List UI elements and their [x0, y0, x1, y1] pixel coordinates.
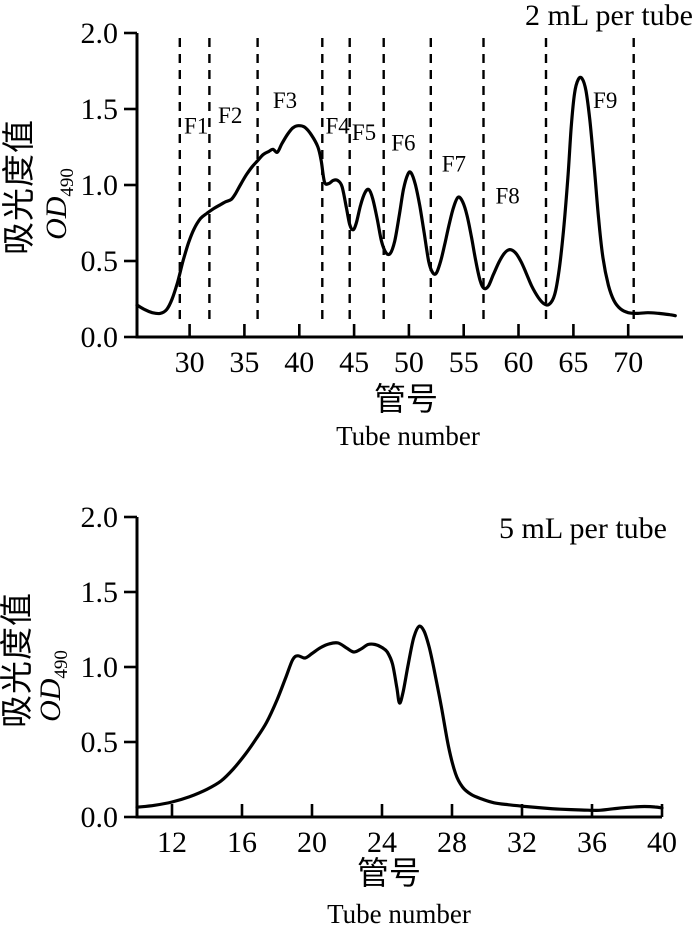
y-axis-tick-label: 2.0 — [81, 17, 119, 50]
top-chart-y-axis-label-cn: 吸光度值 — [2, 119, 38, 255]
x-axis-tick-label: 40 — [647, 826, 677, 859]
y-axis-tick-label: 0.5 — [81, 726, 119, 759]
od-wavelength-subscript: 490 — [57, 168, 78, 197]
od-symbol: OD — [40, 196, 73, 240]
x-axis-tick-label: 24 — [367, 826, 397, 859]
x-axis-tick-label: 55 — [449, 346, 479, 379]
bottom-chart-x-axis-label-en: Tube number — [327, 899, 471, 929]
y-axis-tick-label: 1.5 — [81, 576, 119, 609]
x-axis-tick-label: 70 — [613, 346, 643, 379]
top-chart-title: 2 mL per tube — [524, 0, 693, 32]
fraction-label-f7: F7 — [442, 152, 466, 177]
fraction-label-f6: F6 — [391, 130, 415, 155]
x-axis-tick-label: 32 — [507, 826, 537, 859]
x-axis-tick-label: 16 — [227, 826, 257, 859]
fraction-label-f8: F8 — [495, 184, 519, 209]
bottom-chart-x-axis-label-cn: 管号 — [356, 855, 421, 891]
fraction-label-f1: F1 — [184, 114, 208, 139]
y-axis-tick-label: 0.5 — [81, 245, 119, 278]
x-axis-tick-label: 30 — [175, 346, 205, 379]
x-axis-tick-label: 36 — [577, 826, 607, 859]
x-axis-tick-label: 12 — [157, 826, 187, 859]
x-axis-tick-label: 50 — [394, 346, 424, 379]
y-axis-tick-label: 1.0 — [81, 169, 119, 202]
y-axis-tick-label: 1.5 — [81, 93, 119, 126]
top-chart-y-axis-label-od: OD490 — [40, 139, 78, 269]
y-axis-tick-label: 2.0 — [81, 501, 119, 534]
fraction-label-f3: F3 — [273, 88, 297, 113]
axis-lines — [135, 33, 683, 339]
series-curve-elution-profile-5mL — [135, 624, 664, 812]
fraction-label-f9: F9 — [593, 88, 617, 113]
bottom-chart-title: 5 mL per tube — [498, 512, 667, 545]
x-axis-tick-label: 60 — [504, 346, 534, 379]
od-symbol: OD — [34, 678, 67, 722]
bottom-chart-y-axis-label-od: OD490 — [34, 621, 72, 751]
y-axis-tick-label: 0.0 — [81, 321, 119, 354]
top-chart-x-axis-label-en: Tube number — [336, 421, 480, 451]
bottom-chart-y-axis-label-cn: 吸光度值 — [0, 592, 36, 728]
od-wavelength-subscript: 490 — [51, 650, 72, 679]
axis-lines — [135, 517, 662, 819]
series-curve-elution-profile-2mL — [135, 75, 677, 318]
y-axis-tick-label: 1.0 — [81, 651, 119, 684]
top-chart-x-axis-label-cn: 管号 — [373, 381, 438, 417]
x-axis-tick-label: 45 — [339, 346, 369, 379]
fraction-label-f4: F4 — [325, 114, 350, 139]
fraction-label-f5: F5 — [352, 120, 376, 145]
y-axis-tick-label: 0.0 — [81, 801, 119, 834]
x-axis-tick-label: 35 — [229, 346, 259, 379]
x-axis-tick-label: 28 — [437, 826, 467, 859]
x-axis-tick-label: 65 — [558, 346, 588, 379]
x-axis-tick-label: 20 — [297, 826, 327, 859]
x-axis-tick-label: 40 — [284, 346, 314, 379]
fraction-label-f2: F2 — [218, 103, 242, 128]
